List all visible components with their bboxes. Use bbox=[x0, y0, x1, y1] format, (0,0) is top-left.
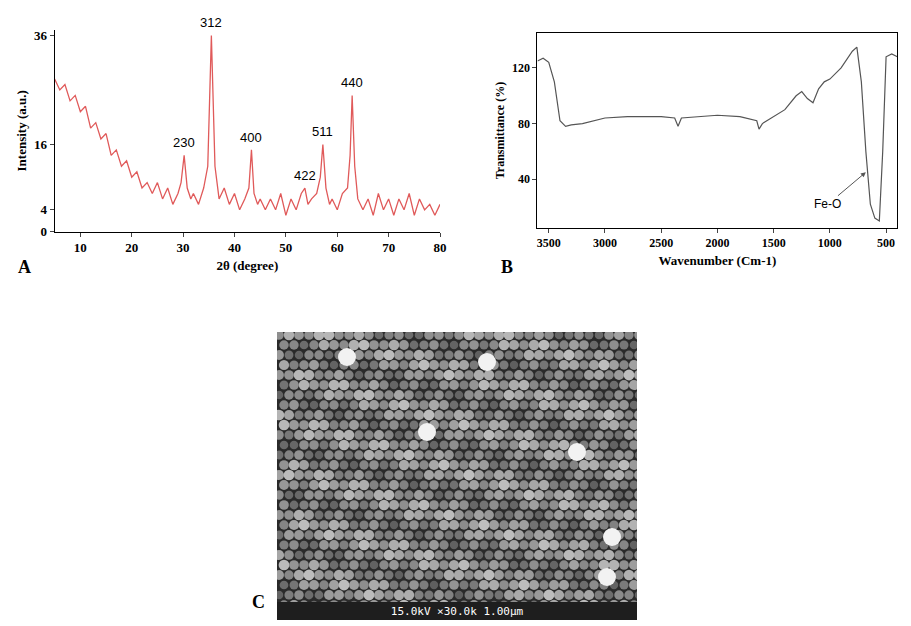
svg-text:422: 422 bbox=[294, 168, 316, 183]
svg-text:1500: 1500 bbox=[762, 236, 786, 250]
svg-text:36: 36 bbox=[34, 28, 48, 43]
svg-text:2500: 2500 bbox=[649, 236, 673, 250]
svg-text:312: 312 bbox=[200, 15, 222, 30]
svg-text:3000: 3000 bbox=[593, 236, 617, 250]
svg-text:60: 60 bbox=[331, 240, 344, 255]
svg-text:B: B bbox=[501, 257, 513, 277]
svg-text:2000: 2000 bbox=[705, 236, 729, 250]
svg-text:400: 400 bbox=[240, 130, 262, 145]
svg-text:40: 40 bbox=[518, 172, 530, 186]
svg-text:70: 70 bbox=[382, 240, 395, 255]
svg-text:Wavenumber (Cm-1): Wavenumber (Cm-1) bbox=[658, 253, 776, 268]
svg-text:Intensity (a.u.): Intensity (a.u.) bbox=[14, 90, 29, 171]
svg-text:16: 16 bbox=[34, 137, 48, 152]
svg-text:500: 500 bbox=[877, 236, 895, 250]
svg-text:4: 4 bbox=[41, 202, 48, 217]
svg-text:80: 80 bbox=[518, 117, 530, 131]
svg-text:20: 20 bbox=[125, 240, 138, 255]
svg-text:80: 80 bbox=[434, 240, 447, 255]
svg-text:Fe-O: Fe-O bbox=[814, 197, 841, 211]
svg-text:511: 511 bbox=[312, 124, 333, 139]
svg-text:440: 440 bbox=[341, 75, 363, 90]
svg-text:A: A bbox=[18, 257, 31, 277]
svg-text:30: 30 bbox=[177, 240, 190, 255]
svg-text:120: 120 bbox=[512, 61, 530, 75]
svg-text:2θ (degree): 2θ (degree) bbox=[216, 258, 278, 273]
svg-text:230: 230 bbox=[173, 135, 195, 150]
svg-text:10: 10 bbox=[74, 240, 87, 255]
svg-text:15.0kV ×30.0k 1.00μm: 15.0kV ×30.0k 1.00μm bbox=[391, 605, 524, 618]
svg-text:3500: 3500 bbox=[537, 236, 561, 250]
svg-text:0: 0 bbox=[41, 224, 48, 239]
svg-text:Transmittance (%): Transmittance (%) bbox=[493, 82, 507, 179]
svg-text:40: 40 bbox=[228, 240, 241, 255]
svg-text:50: 50 bbox=[279, 240, 292, 255]
html-text:C: C bbox=[252, 592, 265, 612]
svg-text:1000: 1000 bbox=[818, 236, 842, 250]
